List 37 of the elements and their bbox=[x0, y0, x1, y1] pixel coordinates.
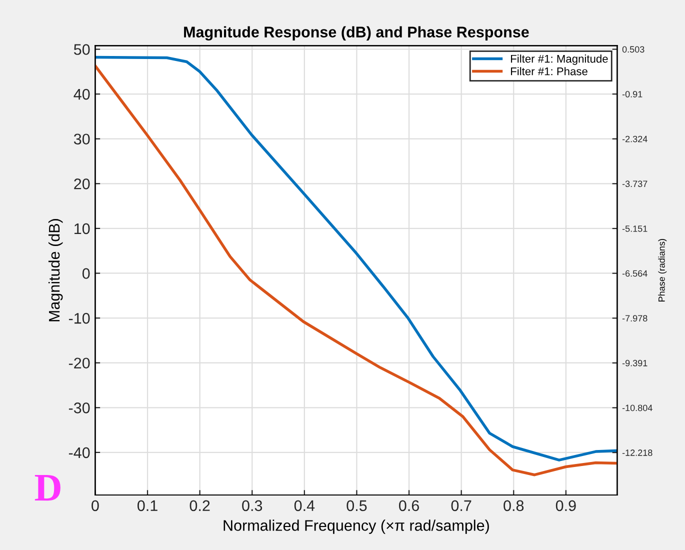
y2-tick-label: -0.91 bbox=[622, 91, 642, 98]
y-tick-label: -30 bbox=[68, 402, 90, 414]
x-axis-title: Normalized Frequency (×π rad/sample) bbox=[224, 520, 489, 534]
y2-tick-label: -12.218 bbox=[622, 450, 652, 456]
x-tick-label: 0.4 bbox=[294, 500, 315, 512]
y-tick-label: -20 bbox=[68, 358, 90, 369]
y-axis-title: Magnitude (dB) bbox=[48, 219, 63, 322]
y-tick-label: -10 bbox=[68, 312, 90, 324]
y-tick-label: 0 bbox=[82, 268, 90, 279]
y2-tick-label: -7.978 bbox=[622, 315, 648, 322]
y-tick-label: 20 bbox=[74, 178, 90, 190]
y-tick-label: 10 bbox=[74, 223, 90, 234]
x-tick-label: 0.2 bbox=[190, 500, 210, 512]
x-tick-label: 0.7 bbox=[451, 500, 472, 512]
text: D bbox=[34, 475, 60, 501]
x-tick-label: 0.9 bbox=[556, 500, 576, 512]
y2-tick-label: -9.391 bbox=[622, 360, 648, 366]
x-tick-label: 0.5 bbox=[346, 500, 367, 512]
x-tick-label: 0.1 bbox=[137, 500, 158, 512]
y2-axis-title: Phase (radians) bbox=[658, 239, 667, 302]
y-tick-label: 50 bbox=[74, 44, 90, 55]
y2-tick-label: -10.804 bbox=[622, 404, 652, 412]
x-tick-label: 0.3 bbox=[242, 500, 262, 512]
y-tick-label: 40 bbox=[74, 88, 90, 100]
y2-tick-label: -3.737 bbox=[622, 180, 648, 188]
x-tick-label: 0.6 bbox=[399, 500, 419, 512]
legend-label: Filter #1: Phase bbox=[511, 67, 588, 76]
y2-tick-label: -2.324 bbox=[622, 136, 648, 142]
y-tick-label: -40 bbox=[68, 447, 90, 458]
x-tick-label: 0 bbox=[92, 500, 99, 512]
y2-tick-label: -6.564 bbox=[622, 270, 648, 277]
chart-title: Magnitude Response (dB) and Phase Response bbox=[184, 26, 529, 41]
legend-label: Filter #1: Magnitude bbox=[511, 54, 608, 65]
y-tick-label: 30 bbox=[74, 134, 90, 145]
y2-tick-label: -5.151 bbox=[622, 226, 648, 232]
y2-tick-label: 0.503 bbox=[622, 46, 644, 53]
x-tick-label: 0.8 bbox=[504, 500, 524, 512]
